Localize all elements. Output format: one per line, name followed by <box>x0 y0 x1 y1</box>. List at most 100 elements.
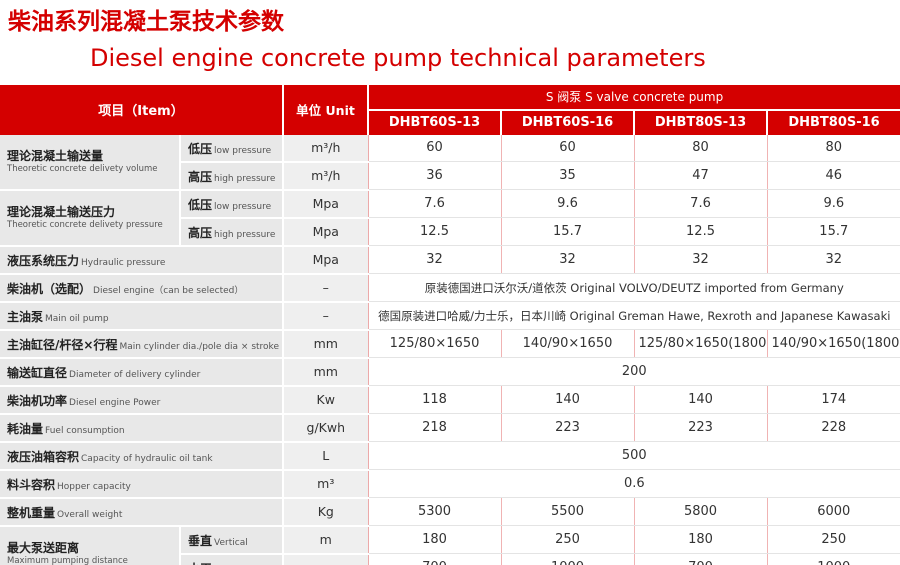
row-label: 耗油量 Fuel consumption <box>0 413 285 443</box>
value-cell: 5800 <box>634 497 768 527</box>
value-cell: 47 <box>634 161 768 191</box>
header-model: DHBT80S-13 <box>634 109 769 135</box>
value-cell: 32 <box>634 245 768 275</box>
value-cell: 36 <box>368 161 502 191</box>
sublabel-zh: 高压 <box>188 170 213 185</box>
row-label-en: Fuel consumption <box>45 426 125 437</box>
value-cell: 223 <box>501 413 635 443</box>
row-label-zh: 料斗容积 <box>7 478 56 493</box>
header-group: S 阀泵 S valve concrete pump <box>368 84 900 111</box>
unit-cell: m³/h <box>283 161 369 191</box>
table-row: 整机重量 Overall weight Kg 5300 5500 5800 600… <box>0 497 900 527</box>
row-label-en: Hydraulic pressure <box>81 258 166 269</box>
row-label: 理论混凝土输送量 Theoretic concrete delivety vol… <box>0 134 181 191</box>
row-label: 液压油箱容积 Capacity of hydraulic oil tank <box>0 441 285 471</box>
table-row: 耗油量 Fuel consumption g/Kwh 218 223 223 22… <box>0 413 900 443</box>
unit-cell: – <box>283 301 369 331</box>
row-sublabel: 水平Horizontal <box>180 553 285 565</box>
sublabel-en: low pressure <box>214 202 272 213</box>
row-label-zh: 理论混凝土输送压力 <box>7 204 116 219</box>
value-cell: 15.7 <box>501 217 635 247</box>
value-cell: 6000 <box>767 497 900 527</box>
row-label-zh: 输送缸直径 <box>7 366 68 381</box>
value-cell: 1000 <box>767 553 900 565</box>
sublabel-en: high pressure <box>214 174 276 185</box>
row-sublabel: 高压 high pressure <box>180 161 285 191</box>
row-label-en: Theoretic concrete delivety pressure <box>7 219 163 230</box>
sublabel-zh: 低压 <box>188 142 213 157</box>
value-cell: 140 <box>501 385 635 415</box>
sublabel-zh: 垂直 <box>188 534 213 549</box>
sublabel-zh: 水平 <box>188 562 212 565</box>
value-cell-span: 0.6 <box>368 469 900 499</box>
row-label-zh: 耗油量 <box>7 422 44 437</box>
row-label-zh: 液压油箱容积 <box>7 450 80 465</box>
sublabel-en: Vertical <box>214 538 248 549</box>
sublabel-en: low pressure <box>214 146 272 157</box>
value-cell: 80 <box>767 134 900 163</box>
header-item: 项目（Item） <box>0 84 285 135</box>
value-cell: 32 <box>501 245 635 275</box>
row-label: 理论混凝土输送压力 Theoretic concrete delivety pr… <box>0 189 181 247</box>
value-cell: 60 <box>501 134 635 163</box>
header-row-2: DHBT60S-13 DHBT60S-16 DHBT80S-13 DHBT80S… <box>0 109 900 135</box>
header-row-1: 项目（Item） 单位 Unit S 阀泵 S valve concrete p… <box>0 84 900 135</box>
row-label-zh: 液压系统压力 <box>7 254 80 269</box>
value-cell: 7.6 <box>634 189 768 219</box>
header-model: DHBT80S-16 <box>767 109 900 135</box>
value-cell: 5300 <box>368 497 502 527</box>
row-sublabel: 高压 high pressure <box>180 217 285 247</box>
row-label-zh: 最大泵送距离 <box>7 540 80 555</box>
row-sublabel: 低压 low pressure <box>180 134 285 163</box>
row-label: 主油缸径/杆径×行程 Main cylinder dia./pole dia × … <box>0 329 285 359</box>
row-label: 柴油机（选配） Diesel engine（can be selected） <box>0 273 285 303</box>
value-cell: 125/80×1650 <box>368 329 502 359</box>
value-cell: 46 <box>767 161 900 191</box>
value-cell: 35 <box>501 161 635 191</box>
row-label-en: Maximum pumping distance <box>7 555 128 565</box>
unit-cell: g/Kwh <box>283 413 369 443</box>
table-row: 液压油箱容积 Capacity of hydraulic oil tank L 5… <box>0 441 900 471</box>
value-cell: 180 <box>368 525 502 555</box>
value-cell: 9.6 <box>767 189 900 219</box>
value-cell: 140 <box>634 385 768 415</box>
unit-cell: mm <box>283 329 369 359</box>
value-cell-span: 500 <box>368 441 900 471</box>
page-subtitle: Diesel engine concrete pump technical pa… <box>90 43 706 72</box>
unit-cell: m <box>283 553 369 565</box>
row-label: 最大泵送距离 Maximum pumping distance <box>0 525 181 565</box>
table-row: 最大泵送距离 Maximum pumping distance 垂直 Vertic… <box>0 525 900 565</box>
value-cell: 218 <box>368 413 502 443</box>
table-row: 柴油机（选配） Diesel engine（can be selected） – … <box>0 273 900 303</box>
row-label: 整机重量 Overall weight <box>0 497 285 527</box>
table-row: 料斗容积 Hopper capacity m³ 0.6 <box>0 469 900 499</box>
unit-cell: Kw <box>283 385 369 415</box>
header-model: DHBT60S-16 <box>501 109 636 135</box>
header-model: DHBT60S-13 <box>368 109 503 135</box>
unit-cell: m³/h <box>283 134 369 163</box>
row-label-zh: 理论混凝土输送量 <box>7 148 104 163</box>
row-label-en: Diameter of delivery cylinder <box>69 370 201 381</box>
row-label-en: Main oil pump <box>45 314 109 325</box>
unit-cell: Mpa <box>283 245 369 275</box>
value-cell: 60 <box>368 134 502 163</box>
value-cell: 228 <box>767 413 900 443</box>
row-label-zh: 柴油机（选配） <box>7 282 92 297</box>
value-cell: 180 <box>634 525 768 555</box>
sublabel-zh: 高压 <box>188 226 213 241</box>
row-label-en: Diesel engine Power <box>69 398 161 409</box>
value-cell: 7.6 <box>368 189 502 219</box>
value-cell-span: 原装德国进口沃尔沃/道依茨 Original VOLVO/DEUTZ impor… <box>368 273 900 303</box>
value-cell: 32 <box>368 245 502 275</box>
row-label: 料斗容积 Hopper capacity <box>0 469 285 499</box>
table-row: 高压 high pressure Mpa 12.5 15.7 12.5 15.7 <box>0 217 900 247</box>
value-cell: 223 <box>634 413 768 443</box>
spec-table: 项目（Item） 单位 Unit S 阀泵 S valve concrete p… <box>0 84 900 565</box>
row-label-zh: 柴油机功率 <box>7 394 68 409</box>
table-row: 主油缸径/杆径×行程 Main cylinder dia./pole dia × … <box>0 329 900 359</box>
row-label-en: Main cylinder dia./pole dia × stroke <box>119 342 279 353</box>
table-row: 输送缸直径 Diameter of delivery cylinder mm 20… <box>0 357 900 387</box>
table-row: 水平Horizontal m 700 1000 700 1000 <box>0 553 900 565</box>
table-row: 理论混凝土输送量 Theoretic concrete delivety vol… <box>0 134 900 191</box>
